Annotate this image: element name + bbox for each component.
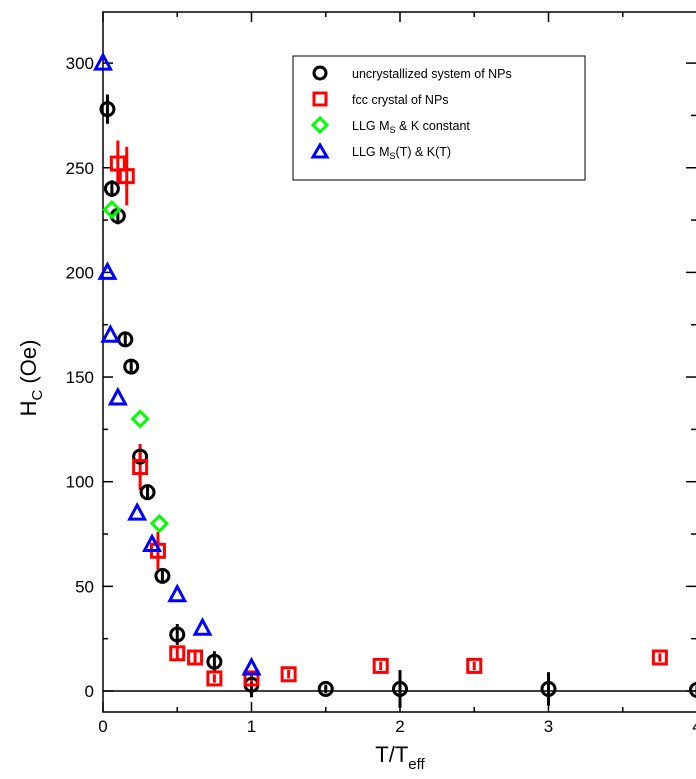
legend-triangle-marker xyxy=(310,142,330,159)
triangle-marker xyxy=(97,261,118,280)
legend-label-llg-constant: LLG MS & K constant xyxy=(352,119,470,135)
square-marker xyxy=(169,645,186,662)
circle-marker xyxy=(99,101,116,118)
legend-llg-temperature-main: LLG M xyxy=(352,145,390,159)
square-marker xyxy=(109,155,126,172)
circle-marker xyxy=(123,358,140,375)
square-marker xyxy=(132,459,149,476)
square-marker xyxy=(206,670,223,687)
legend-entry-uncrystallized: uncrystallized system of NPs xyxy=(312,65,512,81)
triangle-marker xyxy=(107,386,128,406)
x-tick-label: 4 xyxy=(692,717,696,736)
axes: 0 1 2 3 4 0 50 100 150 200 250 300 xyxy=(66,11,696,736)
y-axis-title-main: H xyxy=(16,401,41,417)
y-tick-label: 250 xyxy=(66,159,94,178)
legend-label-fcc: fcc crystal of NPs xyxy=(352,93,449,107)
circle-marker xyxy=(206,653,223,670)
circle-marker xyxy=(132,448,149,465)
x-tick-label: 0 xyxy=(98,717,107,736)
y-tick-label: 0 xyxy=(85,682,94,701)
square-marker xyxy=(466,657,483,674)
circle-marker xyxy=(317,680,334,697)
square-marker xyxy=(187,649,204,666)
circle-marker xyxy=(103,180,120,197)
square-marker xyxy=(118,168,135,185)
series-square xyxy=(109,155,668,687)
legend-llg-constant-main: LLG M xyxy=(352,119,390,133)
square-marker xyxy=(280,666,297,683)
legend-llg-temperature-sub: S xyxy=(390,151,396,161)
triangle-marker xyxy=(241,656,262,676)
x-tick-label: 1 xyxy=(247,717,256,736)
x-axis-title: T/Teff xyxy=(375,742,425,773)
circle-marker xyxy=(117,331,134,348)
square-marker xyxy=(243,670,260,687)
circle-marker xyxy=(169,626,186,643)
triangle-marker xyxy=(100,324,121,343)
circle-marker xyxy=(540,680,557,697)
legend-entry-llg-constant: LLG MS & K constant xyxy=(310,115,470,135)
legend-llg-constant-sub: S xyxy=(390,125,396,135)
legend-llg-temperature-rest: (T) & K(T) xyxy=(396,145,452,159)
legend-entry-llg-temperature: LLG MS(T) & K(T) xyxy=(310,142,451,161)
y-axis-title: HC (Oe) xyxy=(16,340,46,417)
diamond-marker xyxy=(130,409,150,429)
circle-marker xyxy=(154,567,171,584)
diamond-marker xyxy=(102,199,122,220)
legend-label-uncrystallized: uncrystallized system of NPs xyxy=(352,67,512,81)
diamond-marker xyxy=(149,513,170,534)
triangle-marker xyxy=(141,533,163,552)
legend-box xyxy=(292,55,586,181)
y-tick-label: 200 xyxy=(66,263,94,282)
triangle-marker xyxy=(92,51,114,71)
legend: uncrystallized system of NPs fcc crystal… xyxy=(292,55,586,181)
legend-circle-marker xyxy=(312,65,328,81)
series-diamond xyxy=(102,199,170,534)
legend-diamond-marker xyxy=(310,115,330,135)
y-tick-label: 300 xyxy=(66,54,94,73)
circle-marker xyxy=(392,680,408,697)
triangle-marker xyxy=(192,617,213,636)
y-axis-title-rest: (Oe) xyxy=(16,340,41,390)
circle-marker xyxy=(139,484,156,501)
triangle-marker xyxy=(127,501,148,521)
legend-square-marker xyxy=(312,91,328,107)
x-axis-title-sub: eff xyxy=(408,756,425,773)
legend-label-llg-temperature: LLG MS(T) & K(T) xyxy=(352,145,451,161)
square-marker xyxy=(372,657,389,674)
circle-marker xyxy=(689,682,696,698)
legend-llg-constant-rest: & K constant xyxy=(396,119,471,133)
y-axis-title-sub: C xyxy=(29,390,46,401)
x-tick-label: 2 xyxy=(395,717,404,736)
y-tick-label: 50 xyxy=(75,577,94,596)
data-markers xyxy=(92,51,696,698)
series-circle xyxy=(99,101,696,698)
y-tick-label: 100 xyxy=(66,473,94,492)
triangle-marker xyxy=(167,583,188,603)
error-bars xyxy=(105,94,696,708)
x-tick-label: 3 xyxy=(544,717,553,736)
square-marker xyxy=(651,649,668,666)
x-axis-title-main: T/T xyxy=(375,742,408,767)
series-triangle xyxy=(92,51,262,676)
y-tick-label: 150 xyxy=(66,368,94,387)
legend-entry-fcc: fcc crystal of NPs xyxy=(312,91,449,107)
